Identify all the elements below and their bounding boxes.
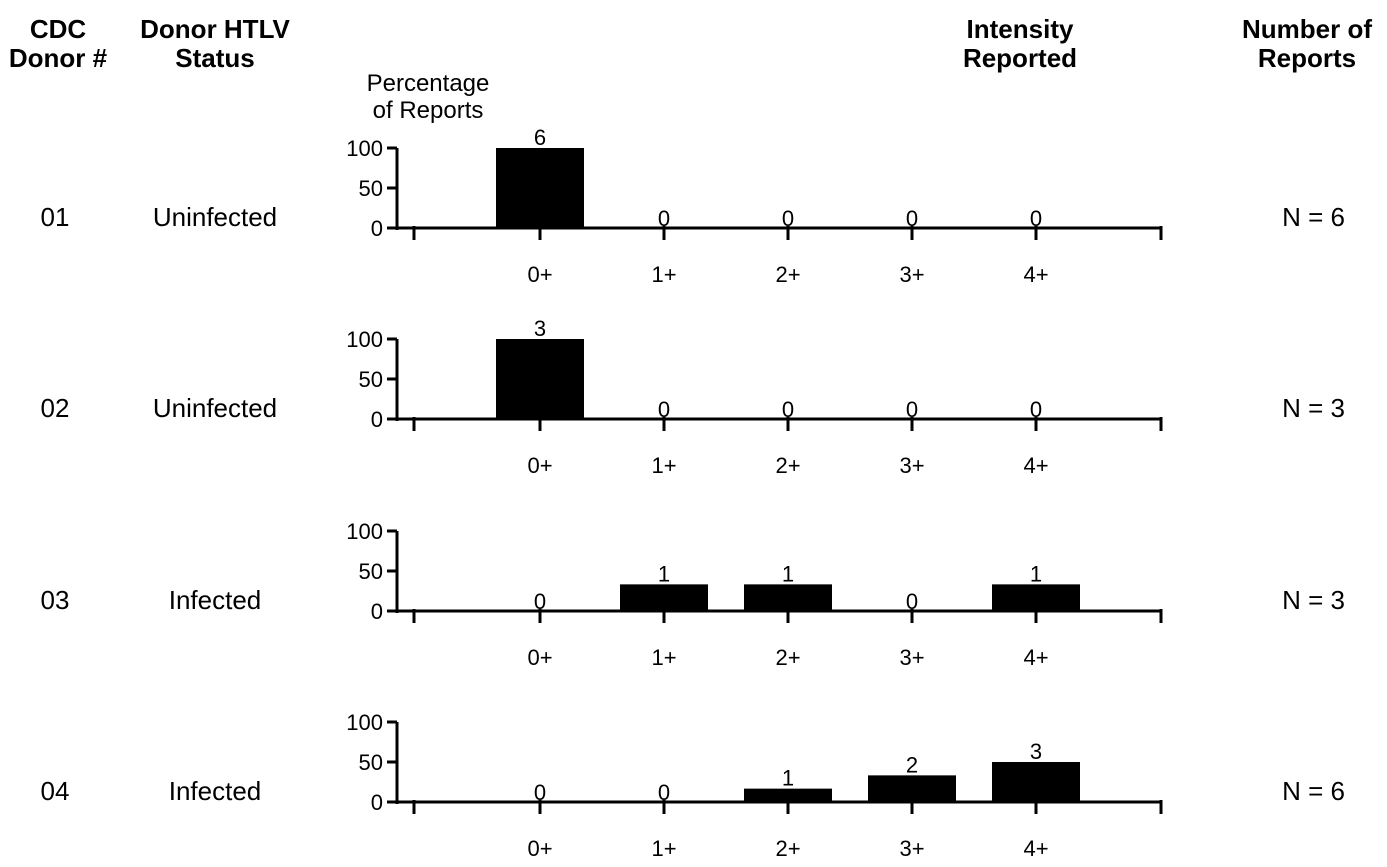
x-tick-label: 3+ [899, 836, 924, 861]
report-count: N = 6 [1282, 776, 1345, 806]
header-htlv-status-line1: Donor HTLV [140, 14, 290, 44]
x-tick-label: 4+ [1023, 836, 1048, 861]
chart-panel: 04 Infected N = 6 100 50 0 0+ 0 1+ 0 2+ 1 3+ 2 4+ 3 [41, 710, 1345, 861]
bar-count-label: 0 [534, 780, 546, 805]
bar [868, 775, 956, 802]
donor-status: Uninfected [153, 202, 277, 232]
header-donor-num-line1: CDC [30, 14, 87, 44]
bar [992, 762, 1080, 802]
x-tick-label: 1+ [651, 262, 676, 287]
chart-panels: 01 Uninfected N = 61005000+61+02+03+04+002… [41, 125, 1345, 861]
header-intensity-line1: Intensity [967, 14, 1074, 44]
y-tick-label: 0 [371, 599, 383, 624]
bar-count-label: 0 [658, 780, 670, 805]
chart-panel: 03 Infected N = 3 100 50 0 0+ 0 1+ 1 2+ 1 3+ 0 4+ 1 [41, 519, 1345, 670]
chart-panel: 02 Uninfected N = 3 100 50 0 0+ 3 1+ 0 2+ 0 3+ 0 4+ 0 [41, 316, 1345, 478]
donor-status: Infected [169, 585, 262, 615]
bar-count-label: 0 [782, 397, 794, 422]
header-donor-num-line2: Donor # [9, 43, 108, 73]
header-htlv-status-line2: Status [175, 43, 254, 73]
x-tick-label: 2+ [775, 836, 800, 861]
report-count: N = 3 [1282, 585, 1345, 615]
bar-count-label: 0 [906, 206, 918, 231]
header-intensity-line2: Reported [963, 43, 1077, 73]
bar-count-label: 1 [1030, 561, 1042, 586]
bar [744, 788, 832, 802]
bar [496, 148, 584, 228]
y-tick-label: 100 [346, 136, 383, 161]
bar [992, 584, 1080, 611]
bar-count-label: 0 [1030, 206, 1042, 231]
y-tick-label: 0 [371, 790, 383, 815]
x-tick-label: 0+ [527, 262, 552, 287]
bar-count-label: 3 [534, 316, 546, 341]
bar-count-label: 0 [906, 397, 918, 422]
bar [744, 584, 832, 611]
bar-count-label: 0 [658, 397, 670, 422]
bar-count-label: 6 [534, 125, 546, 150]
x-tick-label: 1+ [651, 453, 676, 478]
bar-count-label: 0 [782, 206, 794, 231]
donor-number: 02 [41, 393, 70, 423]
donor-status: Uninfected [153, 393, 277, 423]
x-tick-label: 4+ [1023, 645, 1048, 670]
x-tick-label: 1+ [651, 645, 676, 670]
donor-status: Infected [169, 776, 262, 806]
bar-count-label: 0 [658, 206, 670, 231]
y-axis-title-line2: of Reports [373, 97, 484, 124]
y-tick-label: 50 [359, 176, 383, 201]
y-tick-label: 50 [359, 367, 383, 392]
bar-count-label: 0 [1030, 397, 1042, 422]
bar-count-label: 1 [782, 766, 794, 791]
y-axis-title-line1: Percentage [367, 70, 490, 97]
y-tick-label: 100 [346, 327, 383, 352]
report-count: N = 6 [1282, 202, 1345, 232]
bar-count-label: 3 [1030, 739, 1042, 764]
report-count: N = 3 [1282, 393, 1345, 423]
y-tick-label: 0 [371, 216, 383, 241]
bar-count-label: 0 [906, 589, 918, 614]
x-tick-label: 3+ [899, 453, 924, 478]
bar [496, 339, 584, 419]
x-tick-label: 2+ [775, 453, 800, 478]
x-tick-label: 4+ [1023, 453, 1048, 478]
bar [620, 584, 708, 611]
donor-number: 01 [41, 202, 70, 232]
x-tick-label: 0+ [527, 453, 552, 478]
donor-number: 04 [41, 776, 70, 806]
x-tick-label: 3+ [899, 262, 924, 287]
x-tick-label: 4+ [1023, 262, 1048, 287]
y-tick-label: 50 [359, 559, 383, 584]
header-num-reports-line1: Number of [1242, 14, 1372, 44]
x-tick-label: 2+ [775, 262, 800, 287]
x-tick-label: 0+ [527, 645, 552, 670]
x-tick-label: 2+ [775, 645, 800, 670]
x-tick-label: 0+ [527, 836, 552, 861]
header-num-reports-line2: Reports [1258, 43, 1356, 73]
y-tick-label: 50 [359, 750, 383, 775]
y-tick-label: 100 [346, 519, 383, 544]
chart-panel: 01 Uninfected N = 6 100 50 0 0+ 6 1+ 0 2+ 0 3+ 0 4+ 0 [41, 125, 1345, 287]
donor-number: 03 [41, 585, 70, 615]
x-tick-label: 1+ [651, 836, 676, 861]
bar-count-label: 0 [534, 589, 546, 614]
x-tick-label: 3+ [899, 645, 924, 670]
y-tick-label: 100 [346, 710, 383, 735]
bar-count-label: 1 [658, 561, 670, 586]
bar-count-label: 1 [782, 561, 794, 586]
bar-count-label: 2 [906, 752, 918, 777]
y-tick-label: 0 [371, 407, 383, 432]
